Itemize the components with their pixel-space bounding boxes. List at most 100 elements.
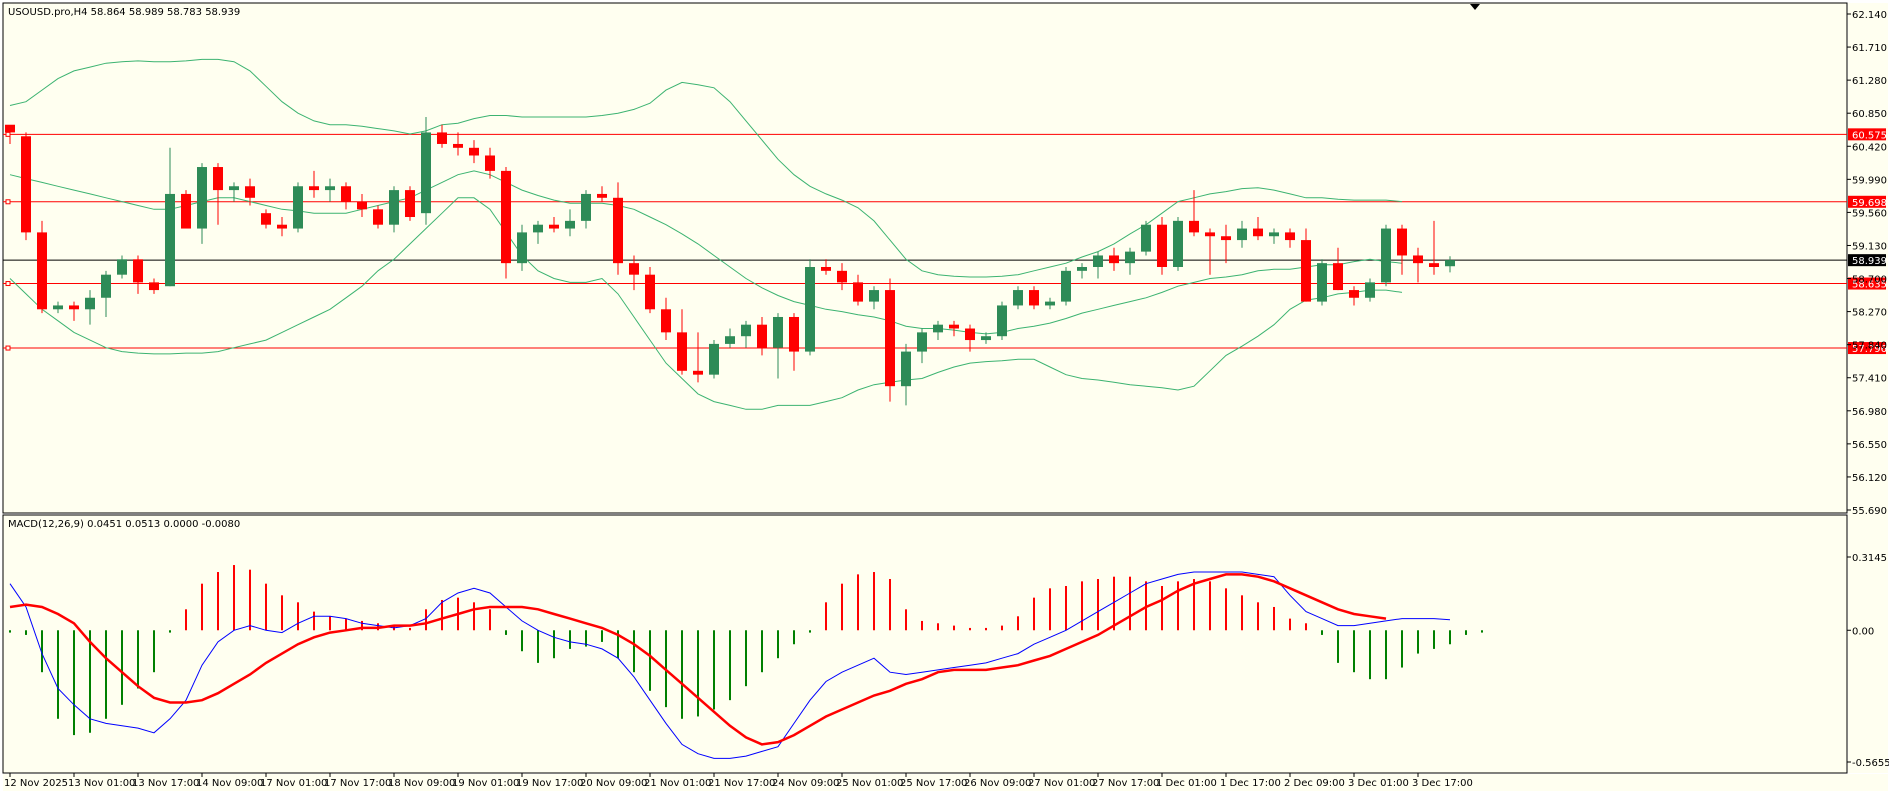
candle-body[interactable] [741,324,751,337]
candle-body[interactable] [85,297,95,310]
candle-body[interactable] [1237,228,1247,241]
candle-body[interactable] [1381,228,1391,283]
candle-body[interactable] [725,336,735,344]
candle-body[interactable] [1173,220,1183,267]
candle-body[interactable] [117,259,127,275]
candle-body[interactable] [533,224,543,233]
candle-body[interactable] [245,186,255,198]
candle-body[interactable] [501,170,511,264]
candle-body[interactable] [933,324,943,333]
candle-body[interactable] [181,193,191,229]
candle-body[interactable] [565,220,575,229]
candle-body[interactable] [997,305,1007,337]
candle-body[interactable] [133,259,143,283]
candle-body[interactable] [21,136,31,233]
candle-body[interactable] [693,370,703,375]
candle-body[interactable] [1093,255,1103,267]
candle-body[interactable] [1301,240,1311,302]
candle-body[interactable] [229,186,239,191]
candle-body[interactable] [373,209,383,225]
candle-body[interactable] [309,186,319,191]
level-handle-1[interactable] [5,199,11,205]
candle-body[interactable] [197,167,207,229]
candle-body[interactable] [645,274,655,310]
candle-body[interactable] [1269,232,1279,237]
candle-body[interactable] [1285,232,1295,241]
candle-body[interactable] [293,186,303,229]
candle-body[interactable] [1205,232,1215,237]
candle-body[interactable] [1333,263,1343,291]
candle-body[interactable] [5,124,15,133]
candle-body[interactable] [709,343,719,375]
candle-body[interactable] [1397,228,1407,256]
candle-body[interactable] [1189,220,1199,233]
candle-body[interactable] [1413,255,1423,264]
candle-body[interactable] [1141,224,1151,252]
price-panel-background[interactable] [2,2,1848,514]
candle-body[interactable] [1317,263,1327,302]
candle-body[interactable] [597,193,607,198]
candle-body[interactable] [837,270,847,283]
candle-body[interactable] [629,263,639,275]
level-handle-2[interactable] [5,281,11,287]
candle-body[interactable] [53,305,63,310]
candle-body[interactable] [517,232,527,264]
candle-body[interactable] [101,274,111,298]
candle-body[interactable] [1029,290,1039,306]
candle-body[interactable] [421,132,431,214]
candle-body[interactable] [485,155,495,171]
level-handle-3[interactable] [5,345,11,351]
candle-body[interactable] [453,143,463,148]
candle-body[interactable] [325,186,335,191]
candle-body[interactable] [1349,290,1359,298]
candle-body[interactable] [357,201,367,210]
candle-body[interactable] [1061,270,1071,302]
candle-body[interactable] [805,266,815,352]
candle-body[interactable] [853,282,863,302]
candle-body[interactable] [1013,290,1023,306]
candle-body[interactable] [885,290,895,387]
candle-body[interactable] [581,193,591,221]
candle-body[interactable] [165,193,175,287]
candle-body[interactable] [661,309,671,333]
candle-body[interactable] [469,147,479,156]
candle-body[interactable] [1157,224,1167,267]
candle-body[interactable] [389,190,399,225]
candle-body[interactable] [821,266,831,271]
candle-body[interactable] [341,186,351,202]
candle-body[interactable] [677,332,687,371]
price-axis-label: 59.560 [1852,208,1887,219]
candle-body[interactable] [213,167,223,191]
candle-body[interactable] [405,190,415,218]
candle-body[interactable] [757,324,767,348]
candle-body[interactable] [69,305,79,310]
macd-panel-background[interactable] [2,514,1848,774]
candle-body[interactable] [917,332,927,352]
candle-body[interactable] [1109,255,1119,264]
candle-body[interactable] [1429,263,1439,267]
candle-body[interactable] [277,224,287,229]
candle-body[interactable] [1253,228,1263,237]
candle-body[interactable] [981,336,991,341]
candle-body[interactable] [1445,260,1455,267]
candle-body[interactable] [773,316,783,348]
candle-body[interactable] [1125,251,1135,264]
candle-body[interactable] [149,282,159,291]
candle-body[interactable] [901,351,911,387]
level-handle-0[interactable] [5,131,11,137]
candle-body[interactable] [1221,236,1231,241]
candle-body[interactable] [1365,282,1375,298]
candle-body[interactable] [789,316,799,352]
candle-body[interactable] [437,132,447,144]
candle-body[interactable] [949,324,959,329]
candle-body[interactable] [261,213,271,225]
candle-body[interactable] [1045,301,1055,306]
candle-body[interactable] [965,328,975,341]
candle-body[interactable] [549,224,559,229]
candle-body[interactable] [1077,266,1087,271]
candle-body[interactable] [613,197,623,264]
candle-body[interactable] [37,232,47,310]
candle-body[interactable] [869,290,879,302]
